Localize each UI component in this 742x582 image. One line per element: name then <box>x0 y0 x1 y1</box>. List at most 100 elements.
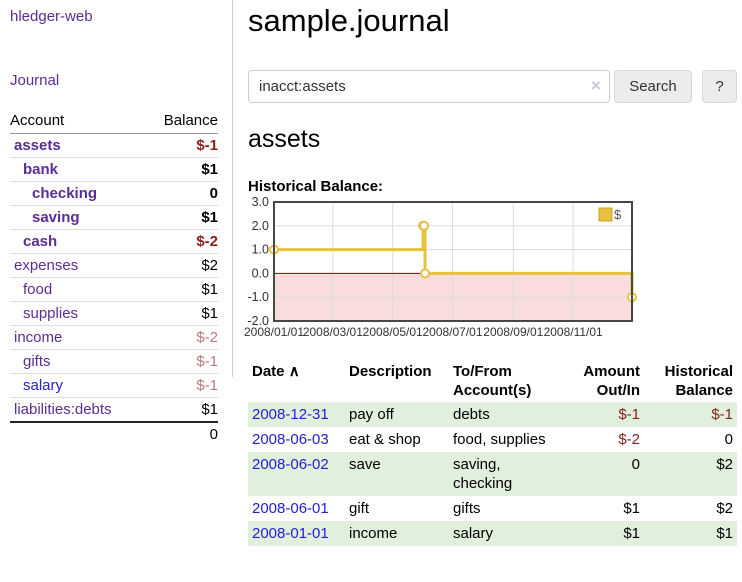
register-header-balance: Historical Balance <box>664 363 733 399</box>
register-header-accounts: To/From Account(s) <box>453 363 532 399</box>
account-balance: $-1 <box>145 133 218 158</box>
account-link[interactable]: bank <box>23 161 59 178</box>
accounts-table-body: assets $-1 bank $1 checking 0 saving $1 cash $-2 e… <box>10 133 218 423</box>
transaction-description: income <box>349 525 398 542</box>
account-balance: 0 <box>145 181 218 206</box>
legend-swatch <box>598 207 613 222</box>
nav-journal-link[interactable]: Journal <box>10 72 60 89</box>
account-balance: $-2 <box>145 229 218 254</box>
account-row: cash $-2 <box>10 229 218 254</box>
account-balance: $-1 <box>145 373 218 398</box>
search-box: × <box>248 70 610 103</box>
transaction-description: gift <box>349 500 370 517</box>
accounts-header-account: Account <box>10 108 146 134</box>
search-button[interactable]: Search <box>613 70 693 103</box>
account-row: salary $-1 <box>10 373 218 398</box>
transaction-balance: $1 <box>716 525 733 542</box>
account-row: supplies $1 <box>10 301 218 326</box>
y-axis-tick-label: -2.0 <box>247 314 269 328</box>
legend-label: $ <box>614 207 622 222</box>
account-row: checking 0 <box>10 181 218 206</box>
account-link[interactable]: cash <box>23 233 58 250</box>
account-balance: $2 <box>145 253 218 278</box>
transaction-date-link[interactable]: 2008-06-02 <box>252 456 329 473</box>
clear-search-icon[interactable]: × <box>590 76 601 95</box>
chart-title: Historical Balance: <box>248 178 384 195</box>
brand-link[interactable]: hledger-web <box>10 8 93 25</box>
transaction-amount: $1 <box>623 500 640 517</box>
y-axis-tick-label: 0.0 <box>252 266 269 280</box>
x-axis-tick-label: 2008/03/01 <box>303 325 363 339</box>
account-row: gifts $-1 <box>10 349 218 374</box>
transaction-balance: $-1 <box>711 406 733 423</box>
transaction-amount: $-2 <box>618 431 640 448</box>
account-balance: $-1 <box>145 349 218 374</box>
transaction-balance: 0 <box>724 431 733 448</box>
accounts-header-row: Account Balance <box>10 108 218 134</box>
account-link[interactable]: assets <box>14 137 61 154</box>
transaction-balance: $2 <box>716 456 733 473</box>
register-table: Date ∧ Description To/From Account(s) Am… <box>248 360 737 546</box>
y-axis-tick-label: 2.0 <box>252 219 269 233</box>
register-header-row: Date ∧ Description To/From Account(s) Am… <box>248 360 737 402</box>
register-row: 2008-01-01 income salary $1 $1 <box>248 521 737 546</box>
account-link[interactable]: income <box>14 329 63 346</box>
register-header-date[interactable]: Date ∧ <box>248 360 345 402</box>
transaction-date-cell: 2008-06-03 <box>248 427 345 452</box>
accounts-total-value: 0 <box>145 421 218 446</box>
account-link[interactable]: liabilities:debts <box>14 401 112 418</box>
account-balance: $1 <box>145 397 218 423</box>
register-row: 2008-12-31 pay off debts $-1 $-1 <box>248 402 737 427</box>
transaction-date-link[interactable]: 2008-06-01 <box>252 500 329 517</box>
sidebar: hledger-web Journal Account Balance asse… <box>0 0 232 446</box>
account-row: food $1 <box>10 277 218 302</box>
account-balance: $1 <box>145 301 218 326</box>
account-row: assets $-1 <box>10 133 218 158</box>
account-row: saving $1 <box>10 205 218 230</box>
transaction-accounts: debts <box>453 406 490 423</box>
sidebar-divider <box>232 0 233 377</box>
date-header-label: Date <box>252 363 285 380</box>
account-balance: $1 <box>145 205 218 230</box>
account-link[interactable]: salary <box>23 377 64 394</box>
accounts-header-balance: Balance <box>145 108 218 134</box>
help-button[interactable]: ? <box>702 70 737 103</box>
account-link[interactable]: checking <box>32 185 98 202</box>
x-axis-tick-label: 2008/07/01 <box>422 325 482 339</box>
account-heading: assets <box>248 125 321 153</box>
account-row: income $-2 <box>10 325 218 350</box>
transaction-amount: $1 <box>623 525 640 542</box>
transaction-date-cell: 2008-12-31 <box>248 402 345 427</box>
search-form: × Search ? <box>248 70 737 103</box>
x-axis-tick-label: 2008/05/01 <box>363 325 423 339</box>
transaction-amount: $-1 <box>618 406 640 423</box>
transaction-accounts: saving, checking <box>453 456 513 492</box>
transaction-date-link[interactable]: 2008-06-03 <box>252 431 329 448</box>
register-row: 2008-06-02 save saving, checking 0 $2 <box>248 452 737 496</box>
account-link[interactable]: saving <box>32 209 80 226</box>
main-content: sample.journal × Search ? assets Histori… <box>244 0 737 546</box>
x-axis-tick-label: 2008/11/01 <box>544 325 603 339</box>
register-header-amount: Amount Out/In <box>583 363 640 399</box>
transaction-date-link[interactable]: 2008-01-01 <box>252 525 329 542</box>
account-link[interactable]: supplies <box>23 305 79 322</box>
transaction-date-cell: 2008-01-01 <box>248 521 345 546</box>
register-row: 2008-06-03 eat & shop food, supplies $-2 0 <box>248 427 737 452</box>
search-input[interactable] <box>248 70 610 103</box>
transaction-amount: 0 <box>631 456 640 473</box>
account-link[interactable]: gifts <box>23 353 51 370</box>
transaction-date-link[interactable]: 2008-12-31 <box>252 406 329 423</box>
account-row: bank $1 <box>10 157 218 182</box>
account-link[interactable]: food <box>23 281 53 298</box>
account-balance: $-2 <box>145 325 218 350</box>
transaction-description: pay off <box>349 406 394 423</box>
register-row: 2008-06-01 gift gifts $1 $2 <box>248 496 737 521</box>
y-axis-tick-label: 3.0 <box>252 195 269 209</box>
accounts-total-row: 0 <box>10 421 218 446</box>
transaction-accounts: gifts <box>453 500 481 517</box>
account-row: liabilities:debts $1 <box>10 397 218 423</box>
transaction-date-cell: 2008-06-02 <box>248 452 345 496</box>
historical-balance-chart: $3.0 2.0 1.0 0.0 -1.0 -2.02008/01/012008/03/0… <box>244 195 637 339</box>
account-balance: $1 <box>145 277 218 302</box>
account-link[interactable]: expenses <box>14 257 79 274</box>
